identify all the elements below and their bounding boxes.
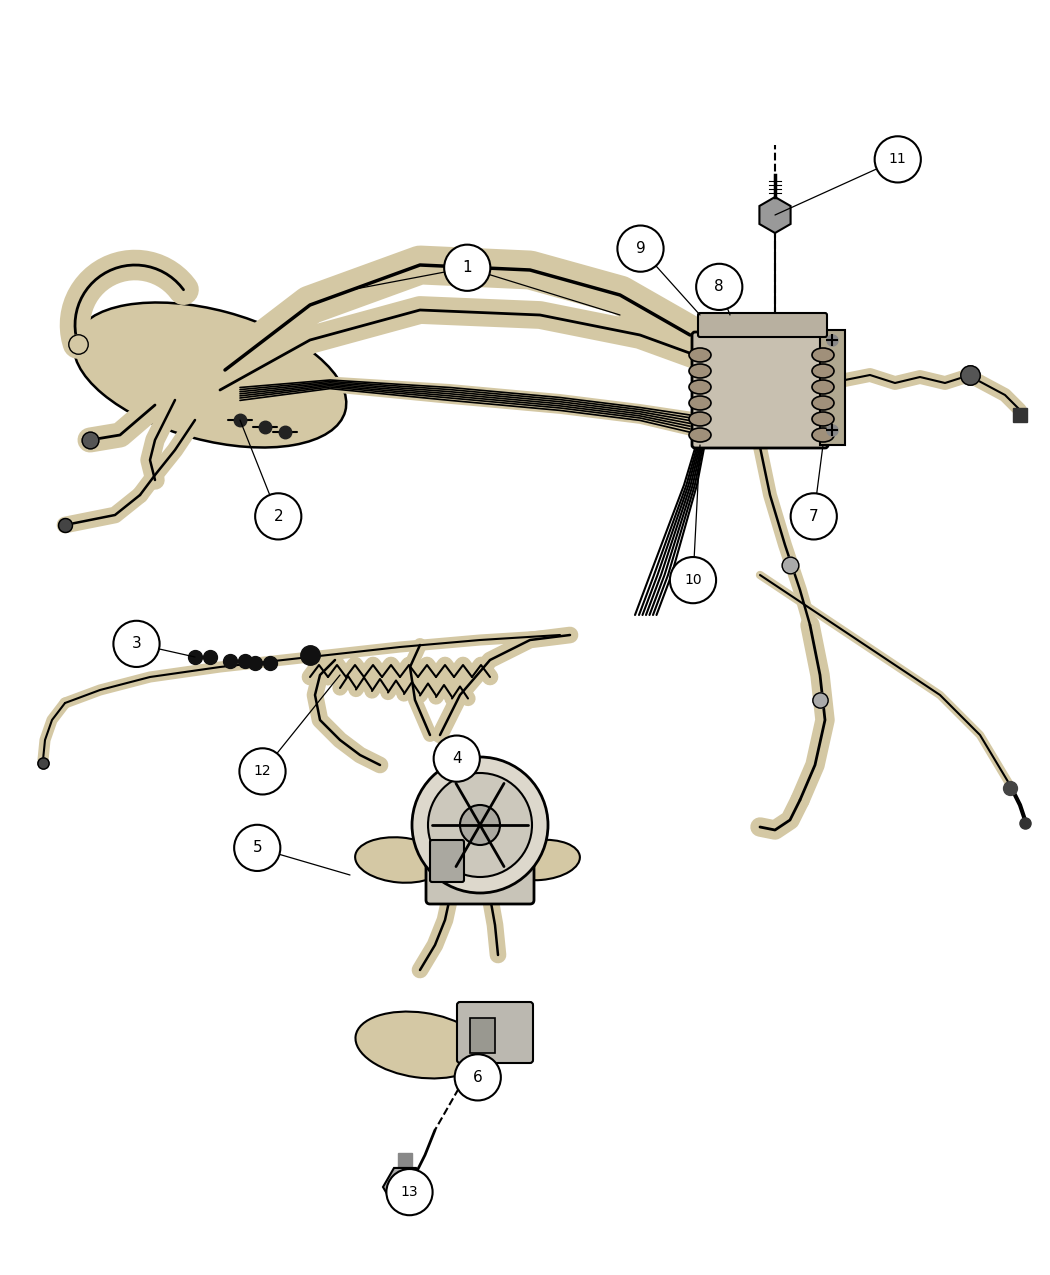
Circle shape [875, 136, 921, 182]
Ellipse shape [812, 380, 834, 394]
Text: 2: 2 [273, 509, 284, 524]
Ellipse shape [689, 348, 711, 362]
Text: 13: 13 [401, 1186, 418, 1198]
Ellipse shape [812, 428, 834, 442]
Text: 9: 9 [635, 241, 646, 256]
Ellipse shape [500, 840, 580, 880]
Ellipse shape [74, 302, 346, 448]
FancyBboxPatch shape [692, 332, 828, 448]
Text: 8: 8 [714, 279, 724, 295]
FancyBboxPatch shape [430, 840, 464, 882]
Ellipse shape [812, 348, 834, 362]
Circle shape [670, 557, 716, 603]
Ellipse shape [812, 363, 834, 377]
Circle shape [412, 757, 548, 892]
Circle shape [696, 264, 742, 310]
Circle shape [234, 825, 280, 871]
Ellipse shape [689, 380, 711, 394]
Circle shape [455, 1054, 501, 1100]
Ellipse shape [812, 412, 834, 426]
Circle shape [617, 226, 664, 272]
Text: 1: 1 [462, 260, 472, 275]
Circle shape [444, 245, 490, 291]
Text: 3: 3 [131, 636, 142, 652]
Ellipse shape [689, 397, 711, 411]
Ellipse shape [689, 428, 711, 442]
Ellipse shape [356, 1011, 484, 1079]
FancyBboxPatch shape [426, 821, 534, 904]
Text: 6: 6 [472, 1070, 483, 1085]
Circle shape [113, 621, 160, 667]
Ellipse shape [689, 363, 711, 377]
Circle shape [239, 748, 286, 794]
Text: 11: 11 [889, 153, 906, 166]
Text: 4: 4 [452, 751, 462, 766]
Circle shape [460, 805, 500, 845]
Circle shape [791, 493, 837, 539]
Circle shape [255, 493, 301, 539]
Text: 5: 5 [252, 840, 262, 856]
Text: 10: 10 [685, 574, 701, 586]
FancyBboxPatch shape [457, 1002, 533, 1063]
FancyBboxPatch shape [820, 330, 845, 445]
Ellipse shape [812, 397, 834, 411]
Text: 7: 7 [808, 509, 819, 524]
Circle shape [428, 773, 532, 877]
FancyBboxPatch shape [470, 1017, 495, 1053]
Text: 12: 12 [254, 765, 271, 778]
FancyBboxPatch shape [698, 312, 827, 337]
Ellipse shape [355, 838, 445, 882]
Circle shape [434, 736, 480, 782]
Ellipse shape [689, 412, 711, 426]
Circle shape [386, 1169, 433, 1215]
